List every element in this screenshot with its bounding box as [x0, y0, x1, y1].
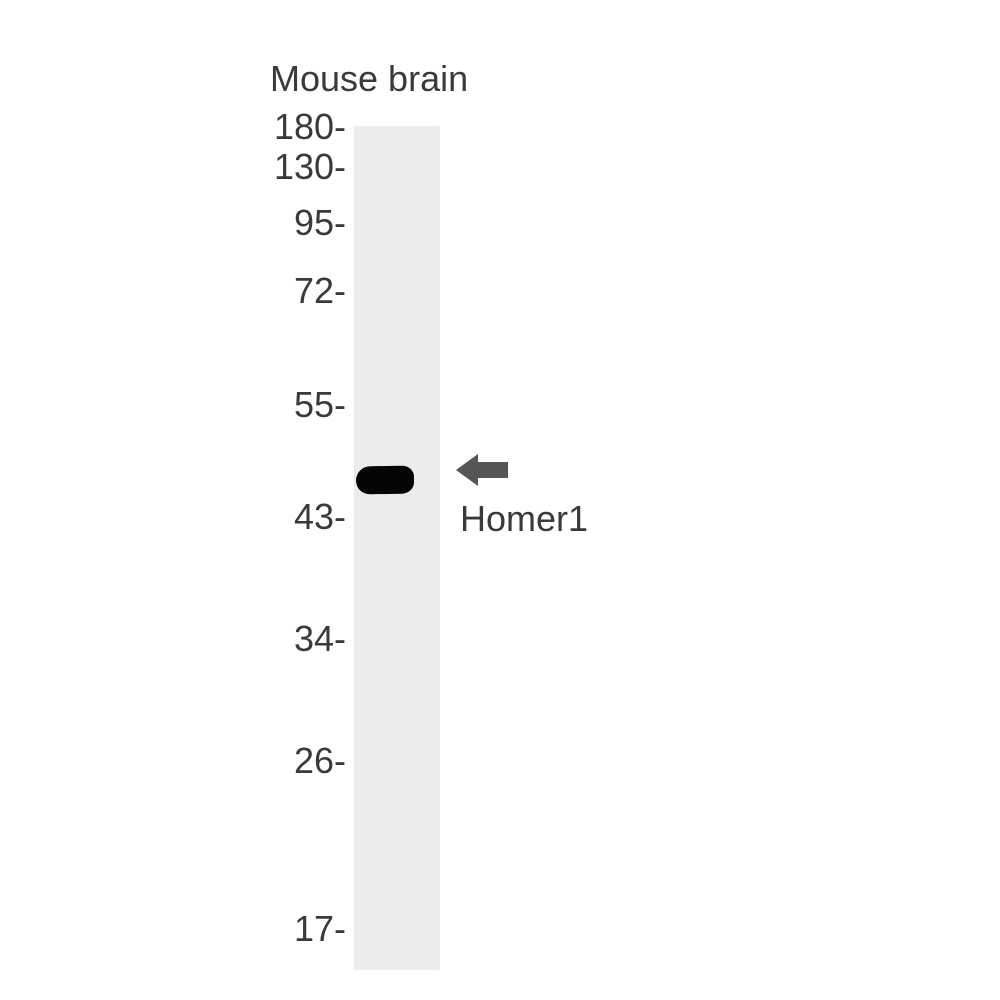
ladder-marker: 95-	[0, 202, 346, 244]
lane-title: Mouse brain	[270, 58, 468, 100]
ladder-marker: 17-	[0, 908, 346, 950]
ladder-marker: 55-	[0, 384, 346, 426]
protein-label: Homer1	[460, 498, 588, 540]
western-blot-figure: { "figure": { "type": "western-blot", "l…	[0, 0, 1000, 1000]
blot-lane	[354, 126, 440, 970]
ladder-marker: 43-	[0, 496, 346, 538]
ladder-marker: 72-	[0, 270, 346, 312]
protein-band	[356, 465, 414, 494]
ladder-marker: 180-	[0, 106, 346, 148]
ladder-marker: 26-	[0, 740, 346, 782]
arrow-icon	[456, 452, 508, 488]
ladder-marker: 34-	[0, 618, 346, 660]
ladder-marker: 130-	[0, 146, 346, 188]
